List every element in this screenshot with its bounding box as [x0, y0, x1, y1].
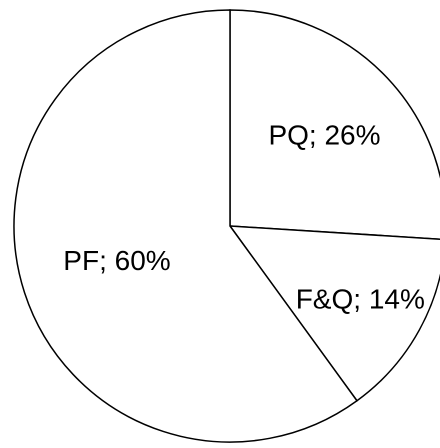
labels-layer: PQ; 26% F&Q; 14% PF; 60% — [63, 120, 425, 315]
pie-slice-f-q — [228, 225, 440, 402]
data-label-pf: PF; 60% — [63, 245, 170, 276]
data-label-pq: PQ; 26% — [268, 120, 380, 151]
pie-slice-pq — [229, 9, 440, 240]
slices-layer — [13, 9, 440, 443]
pie-slice-pf — [13, 9, 359, 443]
data-label-f-q: F&Q; 14% — [296, 283, 425, 314]
